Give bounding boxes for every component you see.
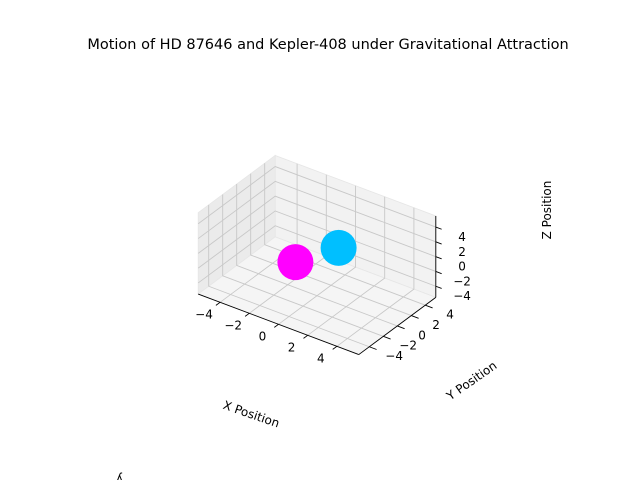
- y-gridline: [208, 204, 370, 348]
- x-tick-label: 4: [317, 351, 325, 365]
- z-tick-label: 0: [458, 260, 466, 274]
- y-gridline: [236, 184, 398, 327]
- y-tick: [383, 335, 391, 340]
- data-points: [277, 229, 357, 281]
- y-tick-label: 4: [446, 308, 454, 322]
- x-tick: [244, 312, 250, 317]
- x-gridline: [307, 196, 386, 336]
- y-tick: [397, 325, 405, 330]
- data-point-1: [277, 244, 314, 281]
- x-tick: [274, 323, 279, 328]
- z-tick: [435, 271, 442, 275]
- y-axis-label: Y Position: [443, 358, 499, 403]
- z-gridline: [197, 225, 436, 287]
- y-gridline: [264, 163, 426, 306]
- x-tick: [215, 301, 221, 306]
- axis-lines: [198, 215, 442, 355]
- y-tick-label: −4: [385, 349, 403, 363]
- z-tick-label: −4: [453, 289, 471, 303]
- x-tick-label: −2: [224, 318, 242, 332]
- z-axis-label: Z Position: [540, 181, 554, 240]
- z-tick-label: 4: [458, 230, 466, 244]
- y-tick: [411, 315, 419, 319]
- y-tick-label: 0: [418, 328, 426, 342]
- z-gridline: [197, 195, 436, 258]
- y-tick: [425, 304, 433, 309]
- gridlines: [197, 163, 436, 348]
- footer-glyph: ʎ: [116, 471, 123, 480]
- z-tick: [435, 256, 442, 260]
- x-tick: [303, 334, 308, 339]
- data-point-2: [320, 229, 357, 266]
- z-tick-label: 2: [458, 245, 466, 259]
- y-tick: [369, 346, 377, 350]
- y-tick-label: −2: [399, 339, 417, 353]
- z-tick: [435, 285, 442, 289]
- z-gridline: [197, 166, 436, 228]
- x-tick-label: −4: [195, 307, 213, 321]
- x-tick-label: 2: [288, 340, 296, 354]
- y-tick-label: 2: [432, 318, 440, 332]
- x-axis-label: X Position: [221, 398, 281, 430]
- z-tick: [435, 226, 442, 230]
- chart-title: Motion of HD 87646 and Kepler-408 under …: [87, 37, 568, 53]
- y-gridline: [222, 194, 384, 337]
- y-gridline: [250, 173, 412, 316]
- z-gridline: [197, 180, 436, 243]
- z-tick-label: −2: [453, 274, 471, 288]
- z-gridline: [197, 210, 436, 272]
- x-tick: [332, 345, 338, 350]
- x-tick-label: 0: [259, 329, 267, 343]
- z-tick: [435, 241, 442, 245]
- x-gridline: [336, 207, 415, 347]
- x-gridline: [278, 185, 356, 325]
